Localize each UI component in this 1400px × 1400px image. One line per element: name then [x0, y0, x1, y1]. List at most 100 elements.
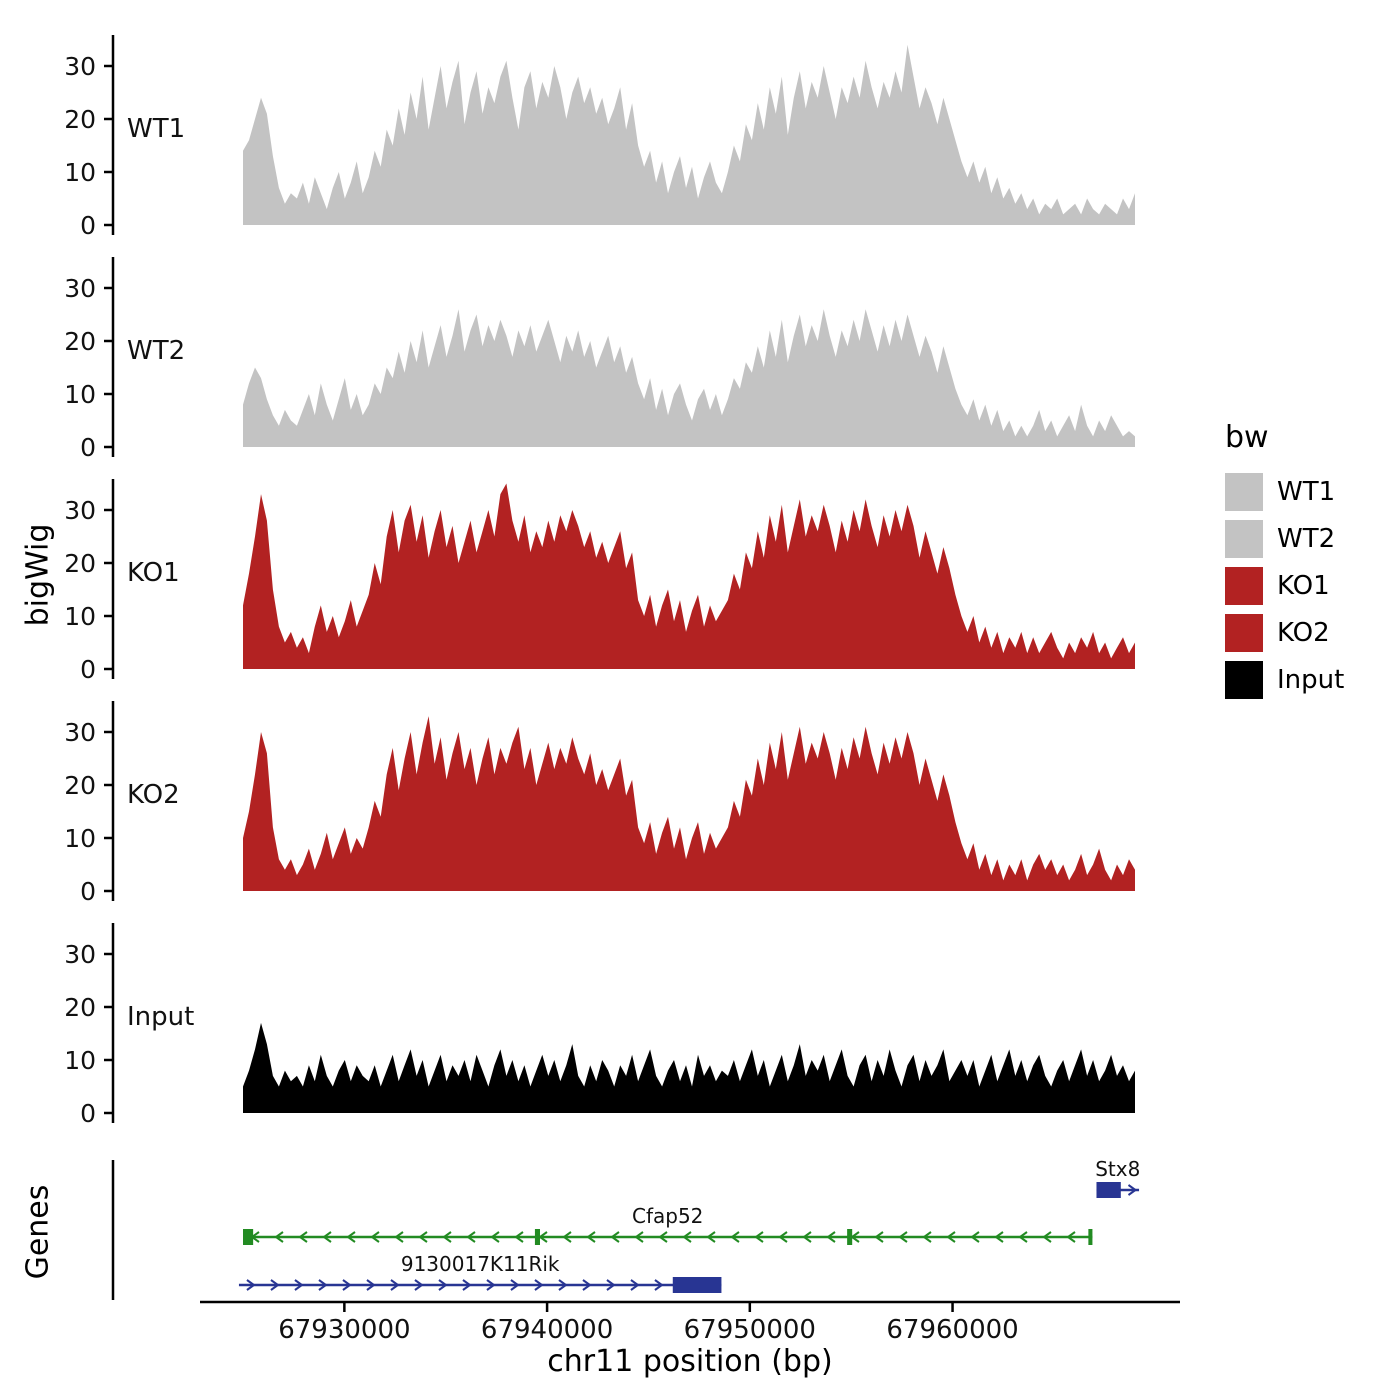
- legend-swatch: [1225, 520, 1263, 558]
- gene-strand-arrow: [342, 1279, 352, 1291]
- gene-strand-arrow: [630, 1279, 640, 1291]
- legend-entry: KO2: [1225, 614, 1344, 652]
- gene-strand-arrow: [538, 1231, 548, 1243]
- gene-exon-Cfap52: [534, 1229, 540, 1245]
- gene-strand-arrow: [346, 1231, 356, 1243]
- legend-entry-label: KO1: [1277, 571, 1330, 601]
- gene-strand-arrow: [390, 1279, 400, 1291]
- gene-strand-arrow: [394, 1231, 404, 1243]
- gene-strand-arrow: [706, 1231, 716, 1243]
- gene-strand-arrow: [994, 1231, 1004, 1243]
- y-tick-label: 30: [64, 940, 96, 969]
- gene-strand-arrow: [318, 1279, 328, 1291]
- gene-strand-arrow: [486, 1279, 496, 1291]
- gene-strand-arrow: [298, 1231, 308, 1243]
- gene-strand-arrow: [582, 1279, 592, 1291]
- track-label: KO2: [127, 780, 180, 810]
- y-tick-label: 10: [64, 158, 96, 187]
- gene-strand-arrow: [898, 1231, 908, 1243]
- track-label: KO1: [127, 558, 180, 588]
- x-axis-title: chr11 position (bp): [547, 1344, 833, 1379]
- y-tick-label: 10: [64, 602, 96, 631]
- gene-strand-arrow: [754, 1231, 764, 1243]
- y-tick-label: 0: [80, 877, 96, 906]
- gene-strand-arrow: [246, 1279, 256, 1291]
- gene-strand-arrow: [1018, 1231, 1028, 1243]
- gene-strand-arrow: [414, 1279, 424, 1291]
- gene-strand-arrow: [466, 1231, 476, 1243]
- gene-strand-arrow: [490, 1231, 500, 1243]
- gene-strand-arrow: [274, 1231, 284, 1243]
- legend: bw WT1 WT2 KO1 KO2 Input: [1225, 420, 1344, 708]
- y-tick-label: 0: [80, 1099, 96, 1128]
- gene-strand-arrow: [586, 1231, 596, 1243]
- gene-strand-arrow: [730, 1231, 740, 1243]
- gene-strand-arrow: [270, 1279, 280, 1291]
- gene-label-Cfap52: Cfap52: [632, 1204, 703, 1228]
- gene-strand-arrow: [562, 1231, 572, 1243]
- gene-strand-arrow: [514, 1231, 524, 1243]
- gene-strand-arrow: [970, 1231, 980, 1243]
- coverage-area-WT2: [243, 309, 1135, 447]
- y-tick-label: 30: [64, 496, 96, 525]
- y-tick-label: 20: [64, 993, 96, 1022]
- legend-entry: Input: [1225, 661, 1344, 699]
- y-tick-label: 30: [64, 52, 96, 81]
- gene-strand-arrow: [418, 1231, 428, 1243]
- coverage-area-WT1: [243, 44, 1135, 225]
- y-tick-label: 20: [64, 105, 96, 134]
- legend-entry: WT2: [1225, 520, 1344, 558]
- gene-exon-Cfap52: [847, 1229, 853, 1245]
- gene-strand-arrow: [802, 1231, 812, 1243]
- gene-exon-Cfap52: [243, 1229, 254, 1245]
- genes-axis-title: Genes: [20, 1184, 56, 1280]
- gene-strand-arrow: [370, 1231, 380, 1243]
- legend-swatch: [1225, 473, 1263, 511]
- coverage-area-KO1: [243, 483, 1135, 669]
- y-tick-label: 10: [64, 380, 96, 409]
- gene-strand-arrow: [510, 1279, 520, 1291]
- gene-strand-arrow: [558, 1279, 568, 1291]
- x-tick-label: 67940000: [481, 1315, 613, 1345]
- gene-strand-arrow: [922, 1231, 932, 1243]
- legend-entry-label: WT2: [1277, 524, 1336, 554]
- gene-exon-Stx8: [1096, 1182, 1121, 1198]
- gene-strand-arrow: [442, 1231, 452, 1243]
- gene-strand-arrow: [366, 1279, 376, 1291]
- gene-strand-arrow: [438, 1279, 448, 1291]
- track-label: WT1: [127, 114, 185, 144]
- legend-swatch: [1225, 661, 1263, 699]
- y-tick-label: 0: [80, 655, 96, 684]
- y-tick-label: 10: [64, 1046, 96, 1075]
- gene-strand-arrow: [778, 1231, 788, 1243]
- y-tick-label: 0: [80, 211, 96, 240]
- gene-strand-arrow: [682, 1231, 692, 1243]
- track-label: Input: [127, 1002, 194, 1032]
- y-tick-label: 30: [64, 718, 96, 747]
- coverage-area-Input: [243, 1022, 1135, 1113]
- y-tick-label: 20: [64, 549, 96, 578]
- gene-strand-arrow: [826, 1231, 836, 1243]
- y-tick-label: 20: [64, 771, 96, 800]
- legend-entry: KO1: [1225, 567, 1344, 605]
- gene-label-9130017K11Rik: 9130017K11Rik: [401, 1252, 560, 1276]
- gene-strand-arrow: [606, 1279, 616, 1291]
- legend-entry: WT1: [1225, 473, 1344, 511]
- y-axis-title: bigWig: [20, 523, 56, 627]
- gene-strand-arrow: [610, 1231, 620, 1243]
- y-tick-label: 0: [80, 433, 96, 462]
- gene-strand-arrow: [1066, 1231, 1076, 1243]
- x-tick-label: 67960000: [886, 1315, 1018, 1345]
- gene-strand-arrow: [654, 1279, 664, 1291]
- x-tick-label: 67950000: [684, 1315, 816, 1345]
- legend-entry-label: WT1: [1277, 477, 1336, 507]
- y-tick-label: 20: [64, 327, 96, 356]
- gene-strand-arrow: [1042, 1231, 1052, 1243]
- track-label: WT2: [127, 336, 185, 366]
- gene-strand-arrow: [1127, 1184, 1138, 1196]
- gene-strand-arrow: [462, 1279, 472, 1291]
- gene-strand-arrow: [294, 1279, 304, 1291]
- legend-entry-label: Input: [1277, 665, 1345, 695]
